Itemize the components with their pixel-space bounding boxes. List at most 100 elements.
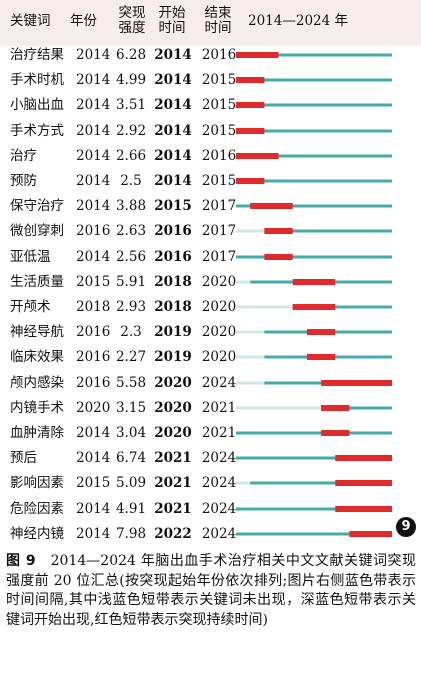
- burst-segment: [349, 530, 392, 537]
- header-strength-line1: 突现: [118, 5, 146, 21]
- caption-figure-label: 图 9: [6, 553, 36, 569]
- strength-cell: 2.27: [115, 349, 147, 366]
- burst-timeline: [236, 278, 392, 285]
- not-yet-appeared-segment: [236, 305, 293, 309]
- present-segment: [250, 481, 392, 485]
- header-start-line2: 时间: [158, 20, 186, 36]
- year-cell: 2014: [76, 173, 111, 189]
- table-row: 血肿清除 2014 3.04 2020 2021: [0, 421, 421, 446]
- keyword-cell: 预防: [10, 173, 37, 189]
- keyword-cell: 临床效果: [10, 349, 64, 366]
- not-yet-appeared-segment: [236, 381, 265, 385]
- end-year-cell: 2024: [201, 525, 237, 542]
- keyword-cell: 手术方式: [10, 122, 64, 139]
- table-row: 临床效果 2016 2.27 2019 2020: [0, 345, 421, 370]
- header-year: 年份: [70, 13, 97, 29]
- strength-cell: 4.99: [115, 72, 147, 89]
- end-year-cell: 2017: [201, 223, 237, 240]
- table-row: 手术时机 2014 4.99 2014 2015: [0, 68, 421, 93]
- table-row: 预后 2014 6.74 2021 2024: [0, 446, 421, 471]
- start-year-cell: 2016: [154, 223, 192, 240]
- keyword-cell: 开颅术: [10, 299, 51, 315]
- year-cell: 2014: [76, 525, 111, 542]
- start-year-cell: 2018: [154, 299, 192, 315]
- strength-cell: 7.98: [115, 525, 147, 542]
- header-range: 2014—2024 年: [248, 13, 349, 29]
- end-year-cell: 2021: [201, 425, 237, 441]
- table-row: 治疗结果 2014 6.28 2014 2016: [0, 43, 421, 68]
- strength-cell: 6.74: [115, 450, 147, 467]
- year-cell: 2016: [76, 349, 111, 366]
- start-year-cell: 2020: [154, 374, 192, 391]
- burst-segment: [236, 102, 265, 109]
- present-segment: [236, 129, 392, 133]
- figure-number-badge: 9: [396, 517, 416, 537]
- burst-timeline: [236, 379, 392, 386]
- burst-timeline: [236, 354, 392, 361]
- strength-cell: 5.91: [115, 273, 147, 290]
- table-row: 影响因素 2015 5.09 2021 2024: [0, 471, 421, 496]
- start-year-cell: 2020: [154, 399, 192, 416]
- burst-timeline: [236, 530, 392, 537]
- burst-segment: [335, 480, 392, 487]
- burst-segment: [335, 505, 392, 512]
- burst-timeline: [236, 52, 392, 58]
- keyword-cell: 手术时机: [10, 72, 64, 89]
- start-year-cell: 2022: [154, 525, 192, 542]
- end-year-cell: 2020: [201, 324, 237, 341]
- burst-segment: [335, 455, 392, 462]
- year-cell: 2014: [76, 198, 111, 215]
- header-strength-line2: 强度: [118, 20, 146, 36]
- table-row: 开颅术 2018 2.93 2018 2020: [0, 295, 421, 320]
- burst-segment: [292, 278, 336, 285]
- table-row: 颅内感染 2016 5.58 2020 2024: [0, 371, 421, 396]
- start-year-cell: 2021: [154, 475, 192, 492]
- present-segment: [264, 229, 392, 233]
- start-year-cell: 2014: [154, 173, 192, 189]
- keyword-cell: 血肿清除: [10, 425, 64, 441]
- strength-cell: 2.5: [120, 173, 142, 189]
- start-year-cell: 2014: [154, 72, 192, 89]
- strength-cell: 3.04: [115, 425, 147, 441]
- present-segment: [236, 507, 392, 511]
- burst-timeline: [236, 505, 392, 512]
- not-yet-appeared-segment: [236, 280, 251, 284]
- year-cell: 2018: [76, 299, 111, 315]
- strength-cell: 3.15: [115, 399, 147, 416]
- year-cell: 2014: [76, 425, 111, 441]
- header-end-line2: 时间: [204, 20, 232, 36]
- present-segment: [236, 78, 392, 82]
- burst-segment: [321, 430, 350, 436]
- table-row: 保守治疗 2014 3.88 2015 2017: [0, 194, 421, 219]
- burst-segment: [236, 152, 279, 159]
- present-segment: [236, 154, 392, 158]
- year-cell: 2014: [76, 47, 111, 63]
- start-year-cell: 2014: [154, 47, 192, 63]
- strength-cell: 2.3: [120, 324, 142, 341]
- burst-timeline: [236, 404, 392, 411]
- start-year-cell: 2020: [154, 425, 192, 441]
- header-strength: 突现 强度: [114, 6, 150, 36]
- start-year-cell: 2021: [154, 450, 192, 467]
- year-cell: 2020: [76, 399, 111, 416]
- strength-cell: 2.92: [115, 122, 147, 139]
- strength-cell: 5.58: [115, 374, 147, 391]
- strength-cell: 3.88: [115, 198, 147, 215]
- year-cell: 2015: [76, 273, 111, 290]
- burst-segment: [306, 354, 336, 361]
- burst-timeline: [236, 77, 392, 84]
- keyword-cell: 治疗: [10, 147, 37, 164]
- end-year-cell: 2017: [201, 248, 237, 265]
- header-end: 结束 时间: [200, 6, 236, 36]
- burst-segment: [250, 203, 293, 210]
- keyword-cell: 影响因素: [10, 475, 64, 492]
- present-segment: [236, 255, 392, 259]
- not-yet-appeared-segment: [236, 406, 322, 410]
- present-segment: [236, 53, 392, 57]
- end-year-cell: 2021: [201, 399, 237, 416]
- strength-cell: 2.66: [115, 147, 147, 164]
- year-cell: 2014: [76, 72, 111, 89]
- keyword-cell: 颅内感染: [10, 374, 64, 391]
- header-keyword: 关键词: [10, 13, 51, 29]
- year-cell: 2014: [76, 147, 111, 164]
